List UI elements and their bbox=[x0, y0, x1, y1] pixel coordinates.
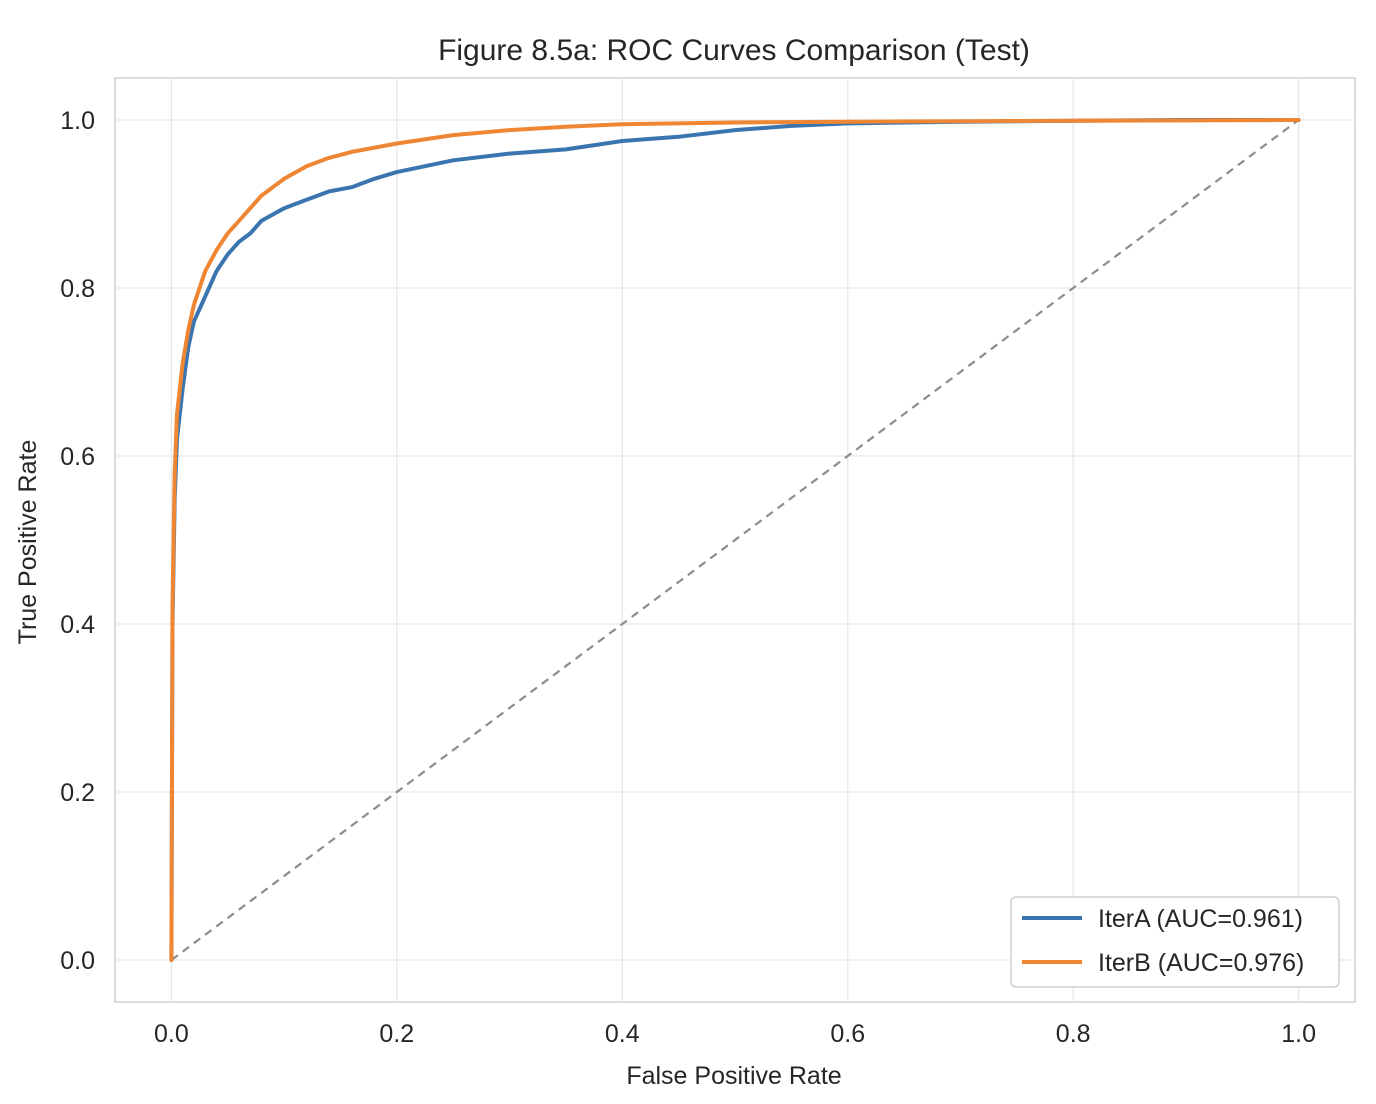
y-tick-label: 0.4 bbox=[60, 611, 95, 639]
x-tick-label: 0.0 bbox=[154, 1020, 189, 1048]
series-layer bbox=[169, 118, 1301, 962]
x-tick-label: 0.4 bbox=[605, 1020, 640, 1048]
y-tick-label: 0.2 bbox=[60, 779, 95, 807]
x-tick-label: 0.8 bbox=[1056, 1020, 1091, 1048]
x-tick-label: 0.6 bbox=[830, 1020, 865, 1048]
reference-diagonal-line bbox=[170, 119, 1300, 961]
y-tick-label: 0.0 bbox=[60, 947, 95, 975]
reference-layer bbox=[170, 119, 1300, 961]
x-tick-label: 0.2 bbox=[379, 1020, 414, 1048]
ticks: 0.0 0.2 0.4 0.6 0.8 1.0 0.0 0.2 0.4 0.6 0.8 1.0 bbox=[60, 107, 1316, 1048]
series-line-1 bbox=[169, 118, 1301, 962]
legend-label-itera: IterA (AUC=0.961) bbox=[1098, 905, 1303, 933]
legend: IterA (AUC=0.961) IterB (AUC=0.976) bbox=[1010, 896, 1340, 988]
legend-box bbox=[1010, 896, 1340, 988]
y-tick-label: 0.8 bbox=[60, 275, 95, 303]
x-tick-label: 1.0 bbox=[1281, 1020, 1316, 1048]
y-tick-label: 1.0 bbox=[60, 107, 95, 135]
y-tick-label: 0.6 bbox=[60, 443, 95, 471]
grid bbox=[115, 78, 1355, 1002]
legend-label-iterb: IterB (AUC=0.976) bbox=[1098, 949, 1304, 977]
x-axis-label: False Positive Rate bbox=[626, 1062, 841, 1090]
series-line-0 bbox=[169, 118, 1301, 962]
chart-title: Figure 8.5a: ROC Curves Comparison (Test… bbox=[438, 34, 1030, 67]
y-axis-label: True Positive Rate bbox=[14, 440, 42, 645]
